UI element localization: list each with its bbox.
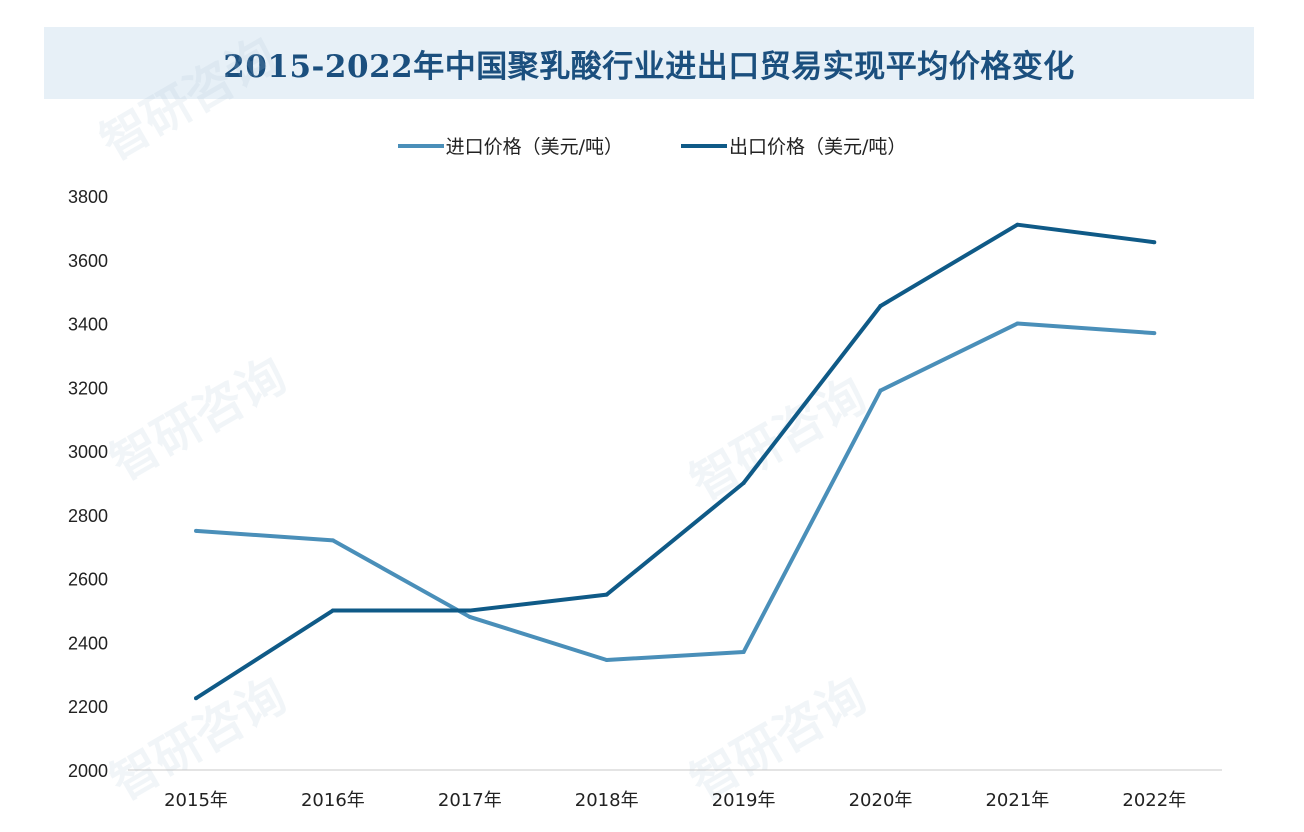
import-price-line [195, 321, 1155, 662]
import-price-point [1015, 321, 1020, 326]
export-price-point [878, 304, 883, 309]
x-tick-label: 2015年 [164, 790, 228, 811]
y-tick-label: 3800 [68, 187, 108, 207]
export-price-point [467, 608, 472, 613]
x-tick-label: 2019年 [712, 790, 776, 811]
export-price-point [1152, 240, 1157, 245]
legend-swatch-import [397, 143, 444, 148]
y-tick-label: 3600 [68, 251, 108, 271]
import-price-point [604, 657, 609, 662]
import-price-point [878, 388, 883, 393]
legend: 进口价格（美元/吨） 出口价格（美元/吨） [0, 132, 1304, 159]
x-tick-label: 2022年 [1122, 790, 1186, 811]
x-tick-label: 2016年 [301, 790, 365, 811]
y-tick-label: 2200 [68, 697, 108, 717]
export-price-point [1015, 222, 1020, 227]
legend-swatch-export [681, 143, 727, 148]
y-tick-label: 2600 [68, 570, 108, 590]
export-price-point [604, 592, 609, 597]
chart-title: 2015-2022年中国聚乳酸行业进出口贸易实现平均价格变化 [223, 48, 1075, 85]
legend-label-import: 进口价格（美元/吨） [445, 136, 623, 158]
import-price-point [1152, 331, 1157, 336]
import-price-point [330, 538, 335, 543]
x-tick-label: 2018年 [575, 790, 639, 811]
y-tick-label: 3000 [68, 442, 108, 462]
x-tick-label: 2017年 [438, 790, 502, 811]
y-tick-label: 2400 [68, 633, 108, 653]
legend-label-export: 出口价格（美元/吨） [729, 136, 907, 158]
y-tick-label: 2000 [68, 761, 108, 781]
export-price-point [330, 608, 335, 613]
import-price-point [741, 650, 746, 655]
legend-item-import: 进口价格（美元/吨） [397, 132, 623, 159]
export-price-line [194, 222, 1155, 700]
title-bar: 2015-2022年中国聚乳酸行业进出口贸易实现平均价格变化 [44, 27, 1254, 99]
export-price-point [194, 696, 198, 701]
y-tick-label: 3400 [68, 315, 108, 335]
x-tick-label: 2020年 [849, 790, 913, 811]
y-tick-label: 2800 [68, 506, 108, 526]
import-price-point [194, 528, 198, 533]
x-tick-label: 2021年 [985, 790, 1049, 811]
legend-item-export: 出口价格（美元/吨） [681, 132, 906, 159]
export-price-point [741, 481, 746, 485]
y-tick-label: 3200 [68, 378, 108, 398]
import-price-point [467, 614, 472, 619]
